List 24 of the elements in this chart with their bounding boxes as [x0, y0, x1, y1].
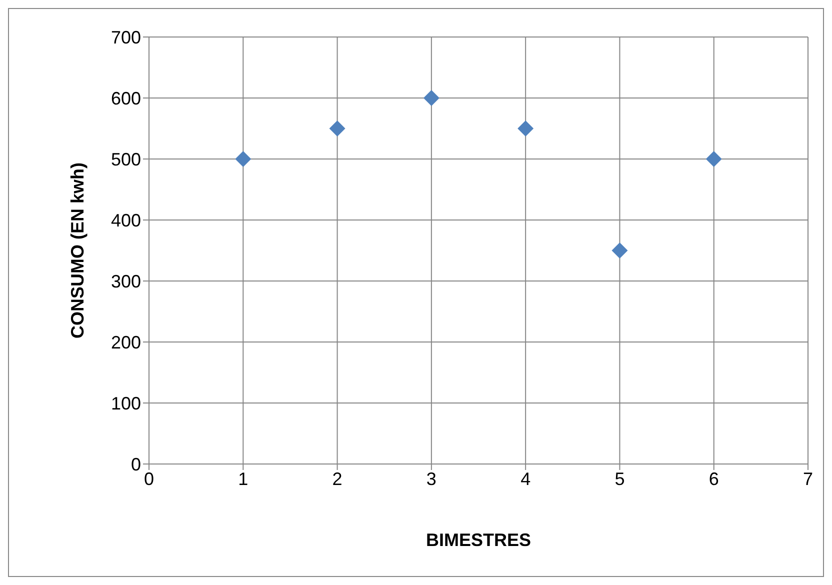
y-tick-label: 0	[130, 454, 141, 474]
point	[329, 120, 346, 136]
point	[518, 120, 534, 136]
point	[706, 151, 722, 167]
y-axis-title: CONSUMO (EN kwh)	[67, 162, 88, 339]
x-tick-label: 1	[238, 468, 248, 489]
y-tick-label: 700	[110, 27, 141, 48]
x-tick-label: 4	[520, 468, 531, 489]
y-tick-label: 500	[110, 149, 141, 170]
x-axis-title: BIMESTRES	[426, 530, 532, 550]
point	[235, 151, 252, 167]
x-tick-label: 3	[426, 468, 436, 489]
y-tick-label: 600	[110, 88, 141, 108]
point	[423, 90, 440, 106]
point	[612, 242, 628, 258]
y-tick-label: 300	[110, 271, 141, 292]
y-tick-label: 100	[110, 393, 141, 414]
x-tick-label: 7	[802, 468, 814, 489]
x-tick-label: 5	[614, 468, 625, 489]
x-tick-label: 6	[708, 468, 719, 489]
x-tick-label: 0	[144, 468, 154, 489]
x-tick-label: 2	[332, 468, 342, 489]
y-tick-label: 200	[110, 332, 141, 352]
y-tick-label: 400	[110, 210, 141, 230]
